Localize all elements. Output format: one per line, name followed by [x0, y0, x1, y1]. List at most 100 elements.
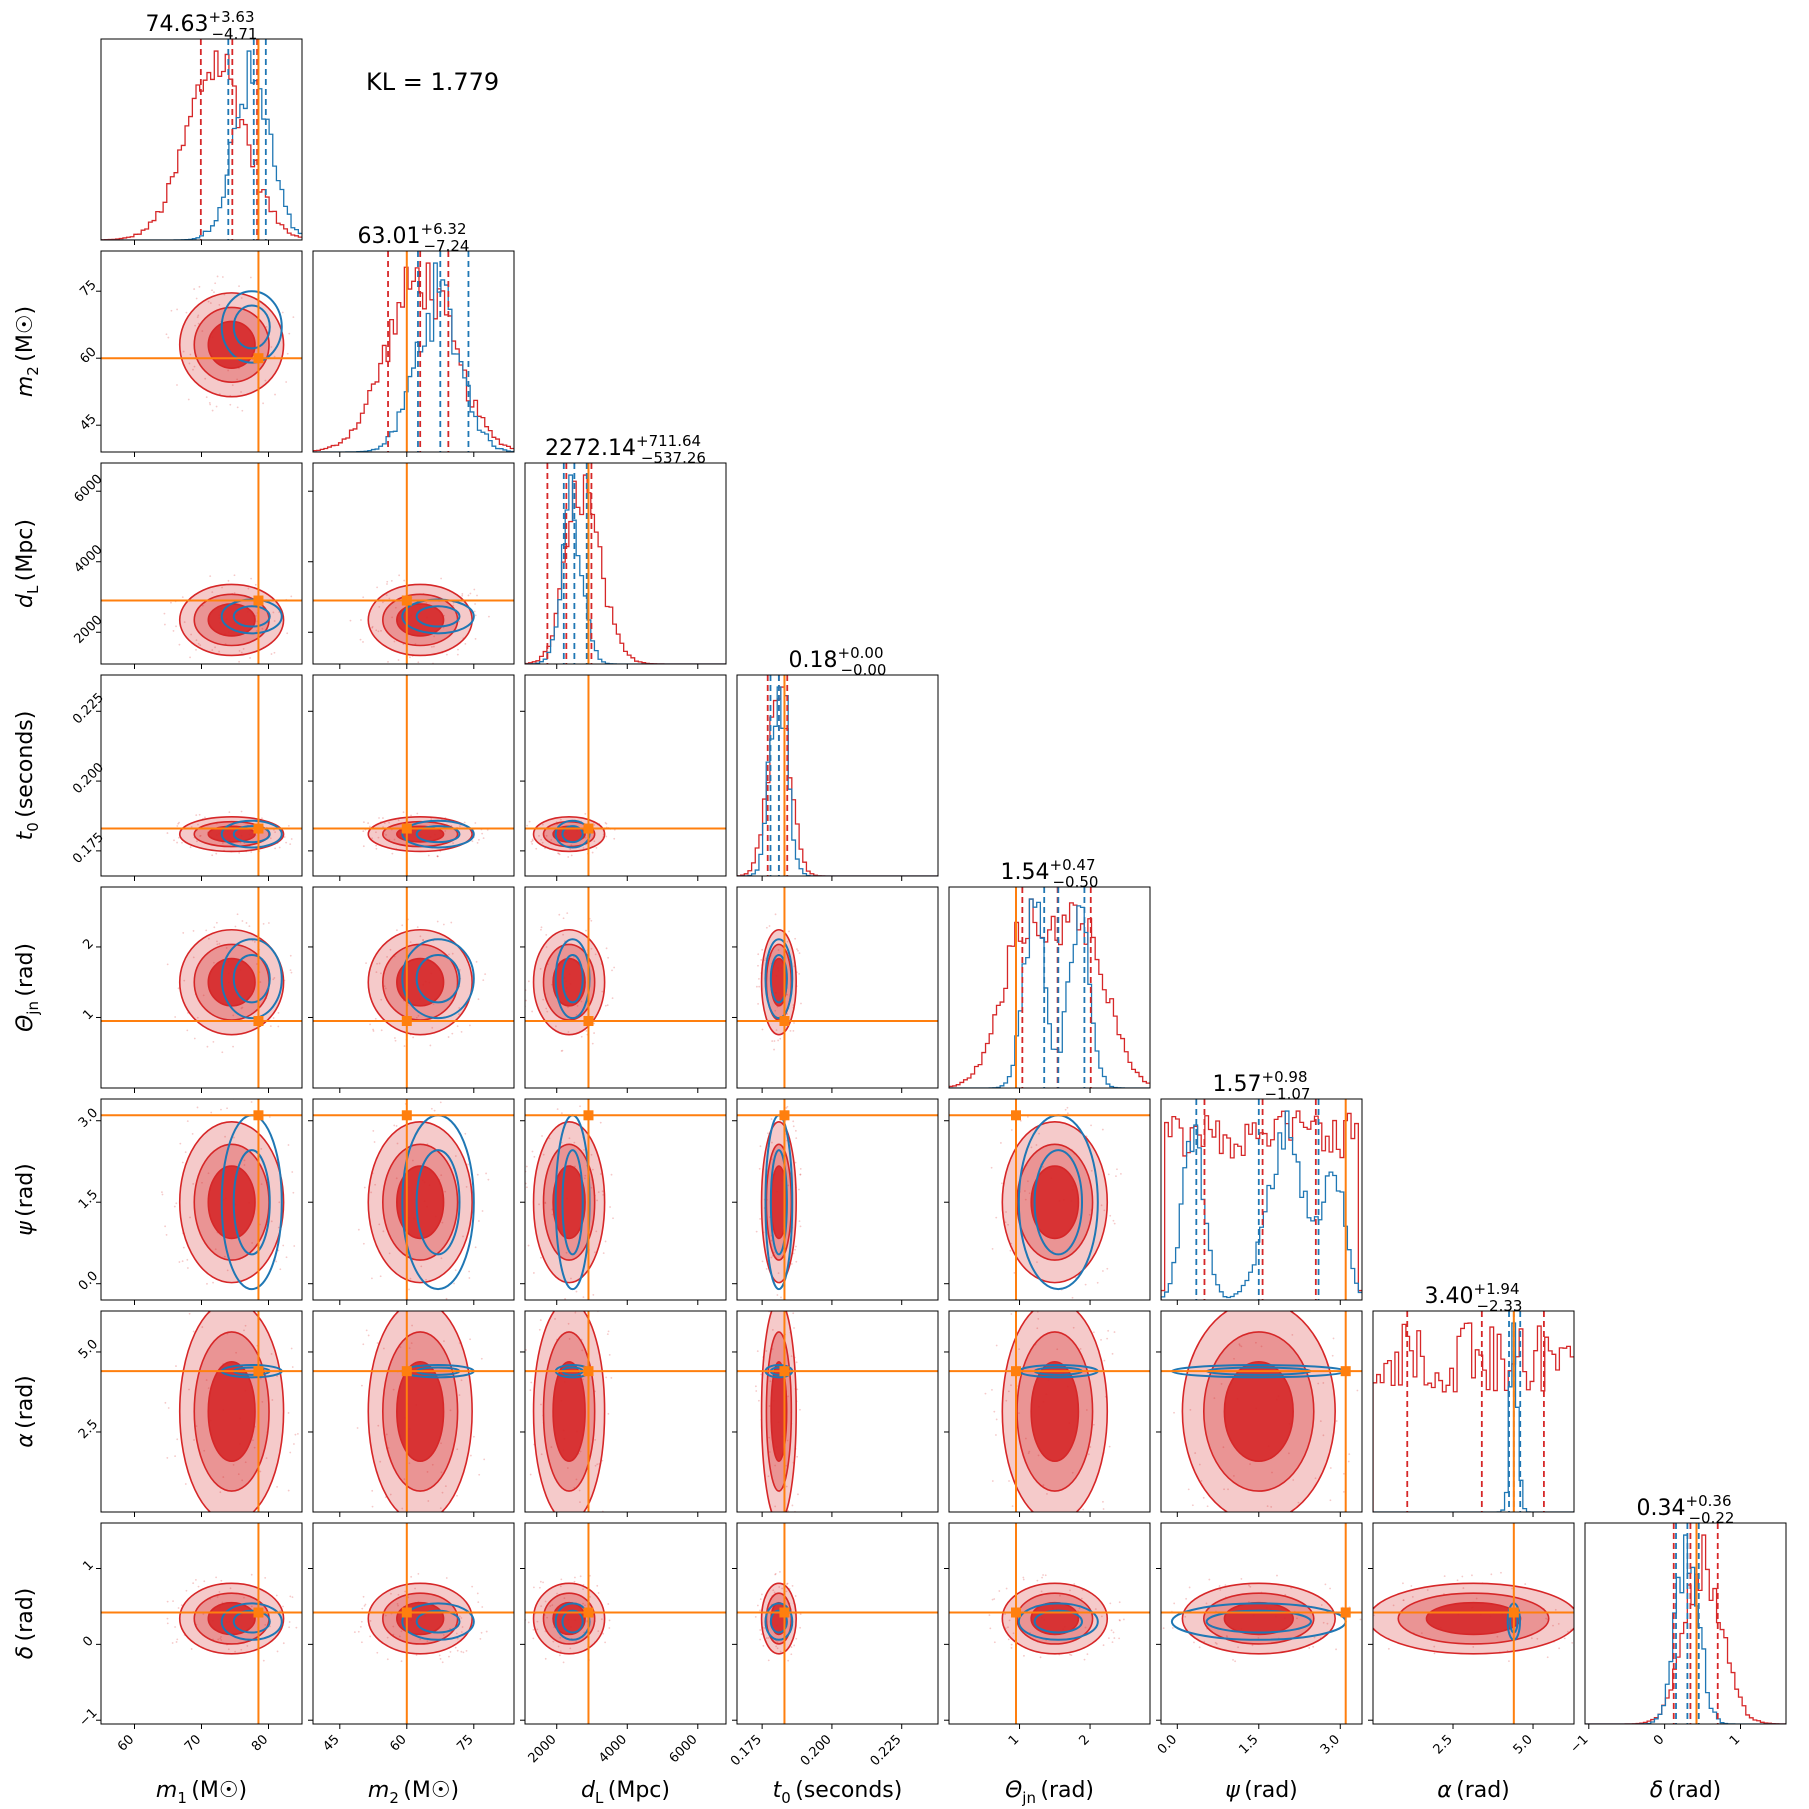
sample-point — [362, 830, 365, 833]
sample-point — [1037, 1454, 1040, 1457]
sample-point — [593, 840, 596, 843]
contour-red-2 — [1223, 1360, 1294, 1463]
sample-point — [253, 1446, 256, 1449]
sample-point — [765, 1268, 768, 1270]
panel-psi-m2 — [308, 1098, 515, 1305]
sample-point — [1251, 1289, 1253, 1291]
sample-point — [176, 1638, 179, 1641]
sample-point — [557, 1645, 560, 1648]
panel-frame — [948, 1310, 1151, 1513]
sample-point — [185, 311, 188, 314]
sample-point — [181, 841, 183, 844]
sample-point — [522, 1428, 524, 1430]
sample-point — [209, 302, 212, 304]
sample-point — [771, 1040, 774, 1042]
y-tick-label-m2-1: 60 — [77, 345, 99, 367]
sample-point — [1084, 1283, 1087, 1286]
sample-point — [456, 1494, 458, 1497]
sample-point — [229, 1587, 232, 1590]
sample-point — [201, 604, 204, 607]
x-axis-label-delta: δ (rad) — [1650, 1778, 1722, 1803]
x-axis-label-dL: dL (Mpc) — [581, 1778, 670, 1807]
title-t0: 0.18+0.00 −0.00 — [789, 644, 887, 679]
sample-point — [767, 1475, 770, 1478]
sample-point — [1107, 1173, 1110, 1176]
sample-point — [1530, 1637, 1533, 1640]
sample-point — [988, 1614, 991, 1617]
sample-point — [1010, 1242, 1013, 1245]
sample-point — [1090, 1124, 1092, 1127]
sample-point — [1112, 1631, 1115, 1634]
sample-point — [443, 1340, 445, 1343]
sample-point — [593, 1032, 595, 1034]
sample-point — [601, 990, 604, 993]
sample-point — [1402, 1599, 1405, 1602]
contour-blue-0 — [554, 819, 591, 849]
panel-delta-alpha: 2.5 5.0 — [1368, 1522, 1575, 1757]
sample-point — [759, 1218, 762, 1220]
sample-point — [1257, 1636, 1260, 1639]
sample-point — [403, 1478, 406, 1481]
y-axis-label-m2-subscript: 2 — [24, 366, 42, 376]
sample-point — [776, 1294, 779, 1296]
sample-point — [1536, 1637, 1539, 1640]
sample-point — [548, 1137, 551, 1140]
sample-point — [531, 1150, 534, 1153]
sample-point — [172, 1600, 174, 1602]
sample-point — [487, 1178, 490, 1181]
sample-point — [442, 1634, 445, 1636]
sample-point — [485, 1630, 488, 1633]
sample-point — [460, 1631, 463, 1633]
sample-point — [795, 1637, 798, 1640]
sample-point — [166, 1617, 169, 1620]
title-delta: 0.34+0.36 −0.22 — [1637, 1492, 1735, 1527]
sample-point — [362, 1242, 365, 1245]
sample-point — [1076, 1293, 1078, 1295]
sample-point — [218, 1590, 221, 1593]
panel-alpha-psi — [1156, 1289, 1363, 1530]
sample-point — [458, 1615, 461, 1618]
sample-point — [1297, 1501, 1300, 1504]
panel-alpha-alpha: 3.40+1.94 −2.33 — [1372, 1280, 1575, 1517]
sample-point — [568, 1137, 571, 1140]
sample-point — [608, 1619, 611, 1622]
sample-point — [215, 852, 218, 855]
sample-point — [238, 660, 240, 663]
sample-point — [779, 1554, 781, 1556]
sample-point — [570, 1277, 572, 1280]
sample-point — [785, 1485, 788, 1488]
sample-point — [414, 1587, 416, 1590]
sample-point — [399, 1346, 402, 1349]
sample-point — [1511, 1587, 1513, 1590]
sample-point — [532, 1272, 535, 1274]
sample-point — [194, 1579, 197, 1581]
sample-point — [401, 1507, 404, 1510]
sample-point — [212, 961, 215, 964]
sample-point — [211, 854, 214, 857]
sample-point — [530, 1381, 533, 1384]
sample-point — [439, 1303, 441, 1305]
sample-point — [362, 821, 365, 824]
sample-point — [559, 1636, 562, 1639]
sample-point — [799, 1408, 801, 1411]
y-axis-label-m2-symbol: m — [13, 376, 38, 397]
sample-point — [349, 619, 352, 622]
sample-point — [788, 930, 790, 933]
panel-frame — [312, 1310, 515, 1513]
sample-point — [991, 1388, 993, 1391]
sample-point — [178, 1261, 181, 1263]
sample-point — [1249, 1585, 1252, 1588]
y-axis-label-m2: m2 (M☉) — [13, 306, 42, 397]
sample-point — [391, 852, 394, 855]
sample-point — [288, 332, 291, 335]
sample-point — [774, 913, 777, 916]
sample-point — [192, 1183, 195, 1185]
sample-point — [195, 639, 198, 642]
sample-point — [757, 1399, 760, 1402]
sample-point — [273, 977, 276, 979]
truth-marker — [401, 1016, 412, 1026]
sample-point — [1314, 1528, 1316, 1530]
sample-point — [179, 1142, 182, 1145]
sample-point — [1225, 1634, 1228, 1637]
sample-point — [465, 1649, 468, 1652]
